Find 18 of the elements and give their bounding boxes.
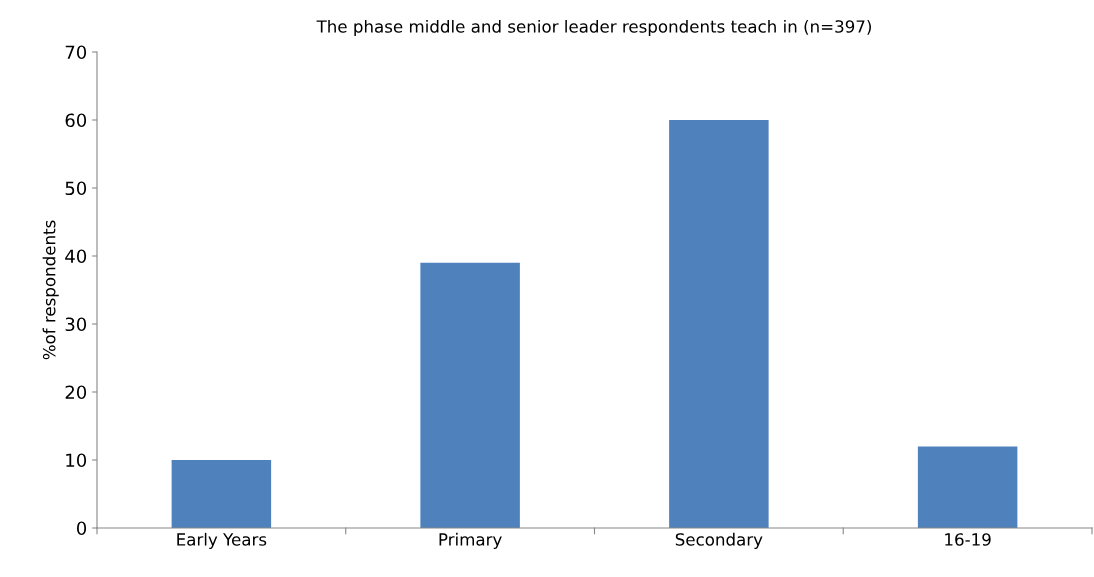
bar [917,446,1018,528]
y-tick-label: 0 [76,521,87,536]
y-tick-label: 50 [65,181,87,196]
chart-title: The phase middle and senior leader respondents teach in (n=397) [316,19,871,37]
x-tick-label: 16-19 [945,533,991,546]
y-tick-label: 60 [65,113,87,128]
y-tick-label: 10 [66,453,87,468]
bar [420,262,520,528]
y-tick-label: 40 [65,249,87,264]
x-tick-label: Secondary [675,532,763,549]
y-axis-title: %of respondents [42,220,59,360]
bar [171,460,272,528]
y-tick-label: 70 [65,45,87,60]
x-tick-label: Primary [439,532,502,549]
bar [669,120,769,528]
x-tick-label: Early Years [177,532,267,549]
y-tick-label: 20 [65,385,87,400]
y-tick-label: 30 [65,317,87,332]
